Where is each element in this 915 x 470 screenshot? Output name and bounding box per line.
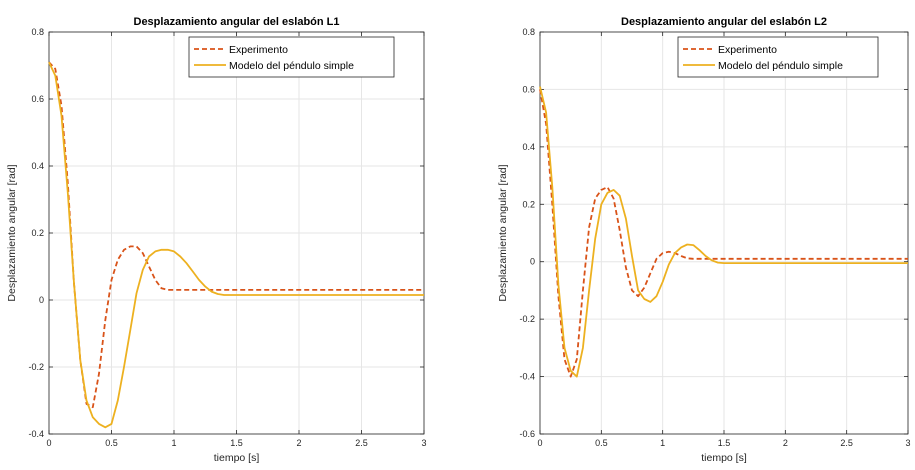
y-tick-label: 0.4 [31,161,44,171]
y-tick-label: 0.6 [522,84,535,94]
y-tick-label: -0.4 [28,429,44,439]
legend-box [677,36,879,78]
x-axis-label: tiempo [s] [701,452,747,464]
x-tick-label: 1.5 [230,438,243,448]
legend-label: Experimento [229,44,288,56]
chart-title: Desplazamiento angular del eslabón L2 [621,16,827,28]
legend-label: Modelo del péndulo simple [229,60,354,72]
series-line-modelo [48,61,424,429]
x-tick-label: 2.5 [355,438,368,448]
legend-label: Experimento [718,44,777,56]
y-tick-label: -0.6 [519,429,535,439]
y-axis-label: Desplazamiento angular [rad] [6,164,18,301]
y-tick-label: 0 [39,295,44,305]
y-tick-label: 0.8 [522,27,535,37]
x-tick-label: 1 [660,438,665,448]
chart-l2: 0 0.5 1 1.5 2 2.5 3 -0.6 -0.4 -0.2 0 0.2 0.4 0.6 0.8 Ex… [497,16,911,464]
x-tick-label: 1 [171,438,176,448]
x-tick-label: 1.5 [718,438,731,448]
y-tick-label: 0.2 [31,228,44,238]
series-line-experimento [48,61,424,409]
x-tick-label: 2 [296,438,301,448]
y-tick-label: 0.6 [31,94,44,104]
x-tick-label: 2 [783,438,788,448]
x-tick-label: 0 [537,438,542,448]
chart-l1: 0 0.5 1 1.5 2 2.5 3 -0.4 -0.2 0 0.2 0.4 0.6 0.8 Experi… [6,16,427,464]
x-axis-label: tiempo [s] [214,452,260,464]
legend: Experimento Modelo del péndulo simple [677,36,879,78]
y-tick-label: 0 [530,257,535,267]
x-tick-label: 0.5 [595,438,608,448]
y-tick-label: 0.8 [31,27,44,37]
x-tick-label: 3 [905,438,910,448]
y-tick-label: -0.2 [28,362,44,372]
y-tick-label: -0.4 [519,372,535,382]
y-axis-label: Desplazamiento angular [rad] [497,164,509,301]
series-line-modelo [539,86,908,378]
x-tick-label: 2.5 [840,438,853,448]
legend: Experimento Modelo del péndulo simple [188,36,395,78]
series-line-experimento [539,89,908,378]
chart-title: Desplazamiento angular del eslabón L1 [134,16,340,28]
x-tick-label: 0 [46,438,51,448]
x-tick-label: 0.5 [105,438,118,448]
legend-box [188,36,395,78]
y-tick-label: -0.2 [519,314,535,324]
y-tick-label: 0.2 [522,199,535,209]
legend-label: Modelo del péndulo simple [718,60,843,72]
y-tick-label: 0.4 [522,142,535,152]
x-tick-label: 3 [421,438,426,448]
